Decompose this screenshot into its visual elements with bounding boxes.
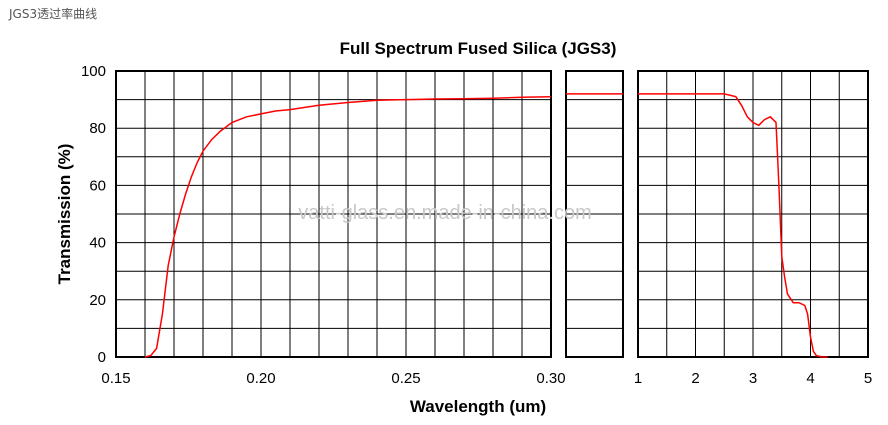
y-tick-labels: 0 20 40 60 80 100 bbox=[81, 63, 106, 366]
x-tick-label: 0.15 bbox=[101, 370, 130, 387]
watermark: vatti-glass.en.made-in-china.com bbox=[298, 202, 591, 224]
x-tick-label: 0.20 bbox=[246, 370, 275, 387]
chart-title: Full Spectrum Fused Silica (JGS3) bbox=[340, 39, 617, 58]
x-tick-label: 0.30 bbox=[536, 370, 565, 387]
x-tick-label: 0.25 bbox=[391, 370, 420, 387]
x-tick-label: 4 bbox=[806, 370, 814, 387]
plot-panels bbox=[115, 70, 869, 358]
y-tick-label: 40 bbox=[89, 235, 106, 252]
y-tick-label: 80 bbox=[89, 120, 106, 137]
panel-ir bbox=[637, 70, 869, 358]
panel-vis bbox=[565, 70, 624, 358]
y-tick-label: 20 bbox=[89, 292, 106, 309]
y-tick-label: 60 bbox=[89, 177, 106, 194]
y-tick-label: 100 bbox=[81, 63, 106, 80]
x-axis-title: Wavelength (um) bbox=[410, 397, 546, 416]
y-axis-title: Transmission (%) bbox=[55, 144, 74, 285]
x-tick-labels: 0.15 0.20 0.25 0.30 1 2 3 4 5 bbox=[101, 370, 872, 387]
x-tick-label: 1 bbox=[634, 370, 642, 387]
x-tick-label: 3 bbox=[749, 370, 757, 387]
panel-uv bbox=[115, 70, 552, 358]
x-tick-label: 5 bbox=[864, 370, 872, 387]
panel-frame bbox=[637, 70, 869, 358]
transmission-line-ir bbox=[638, 93, 828, 358]
transmission-line-uv bbox=[144, 95, 552, 358]
image-caption: JGS3透过率曲线 bbox=[9, 7, 98, 21]
panel-frame bbox=[115, 70, 552, 358]
y-tick-label: 0 bbox=[98, 349, 106, 366]
panel-frame bbox=[565, 70, 624, 358]
x-tick-label: 2 bbox=[691, 370, 699, 387]
